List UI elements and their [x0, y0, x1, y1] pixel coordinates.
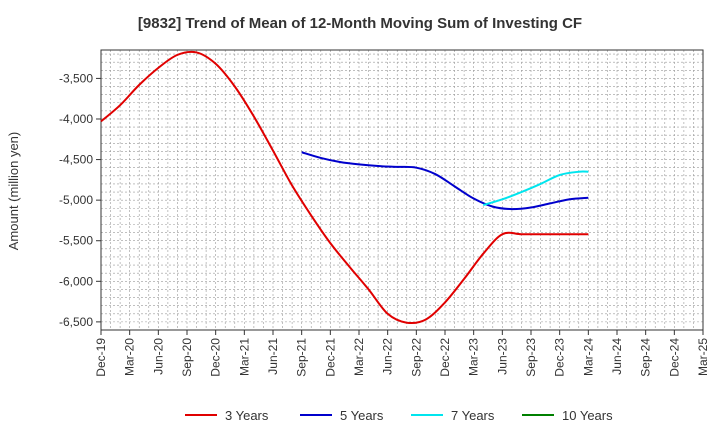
y-tick-label: -4,500	[59, 153, 93, 167]
x-tick-label: Mar-21	[237, 338, 251, 376]
chart-title: [9832] Trend of Mean of 12-Month Moving …	[138, 15, 582, 32]
legend-label-7-years: 7 Years	[451, 408, 495, 423]
x-tick-label: Sep-22	[409, 338, 423, 377]
legend: 3 Years 5 Years 7 Years 10 Years	[185, 408, 613, 423]
legend-label-5-years: 5 Years	[340, 408, 384, 423]
x-tick-label: Sep-24	[639, 338, 653, 377]
x-tick-label: Jun-23	[495, 338, 509, 375]
x-tick-label: Sep-23	[524, 338, 538, 377]
x-tick-label: Mar-22	[352, 338, 366, 376]
plot-frame	[100, 49, 704, 331]
y-tick-label: -3,500	[59, 71, 93, 85]
x-tick-label: Mar-24	[581, 338, 595, 376]
y-tick-label: -5,000	[59, 193, 93, 207]
x-tick-label: Mar-20	[123, 338, 137, 376]
x-tick-label: Mar-23	[467, 338, 481, 376]
series-line-5-years	[301, 151, 589, 211]
x-tick-label: Dec-21	[323, 338, 337, 377]
x-tick-label: Dec-20	[209, 338, 223, 377]
x-tick-label: Jun-22	[381, 338, 395, 375]
x-tick-label: Sep-21	[295, 338, 309, 377]
y-tick-label: -4,000	[59, 112, 93, 126]
y-tick-label: -6,500	[59, 315, 93, 329]
x-tick-label: Jun-24	[610, 338, 624, 375]
y-tick-label: -5,500	[59, 234, 93, 248]
x-tick-label: Jun-20	[151, 338, 165, 375]
legend-label-3-years: 3 Years	[225, 408, 269, 423]
x-tick-label: Dec-23	[553, 338, 567, 377]
x-tick-label: Jun-21	[266, 338, 280, 375]
plot-background	[101, 50, 703, 330]
y-axis-label: Amount (million yen)	[6, 132, 21, 251]
legend-label-10-years: 10 Years	[562, 408, 613, 423]
series-line-7-years	[482, 170, 589, 206]
series-line-3-years	[100, 50, 589, 325]
plot-area: -3,500 -4,000 -4,500 -5,000 -5,500 -6,000 -6,5…	[59, 49, 710, 377]
x-tick-label: Dec-24	[667, 338, 681, 377]
x-tick-label: Mar-25	[696, 338, 710, 376]
x-tick-label: Dec-22	[438, 338, 452, 377]
y-tick-label: -6,000	[59, 274, 93, 288]
x-tick-label: Dec-19	[94, 338, 108, 377]
x-tick-label: Sep-20	[180, 338, 194, 377]
